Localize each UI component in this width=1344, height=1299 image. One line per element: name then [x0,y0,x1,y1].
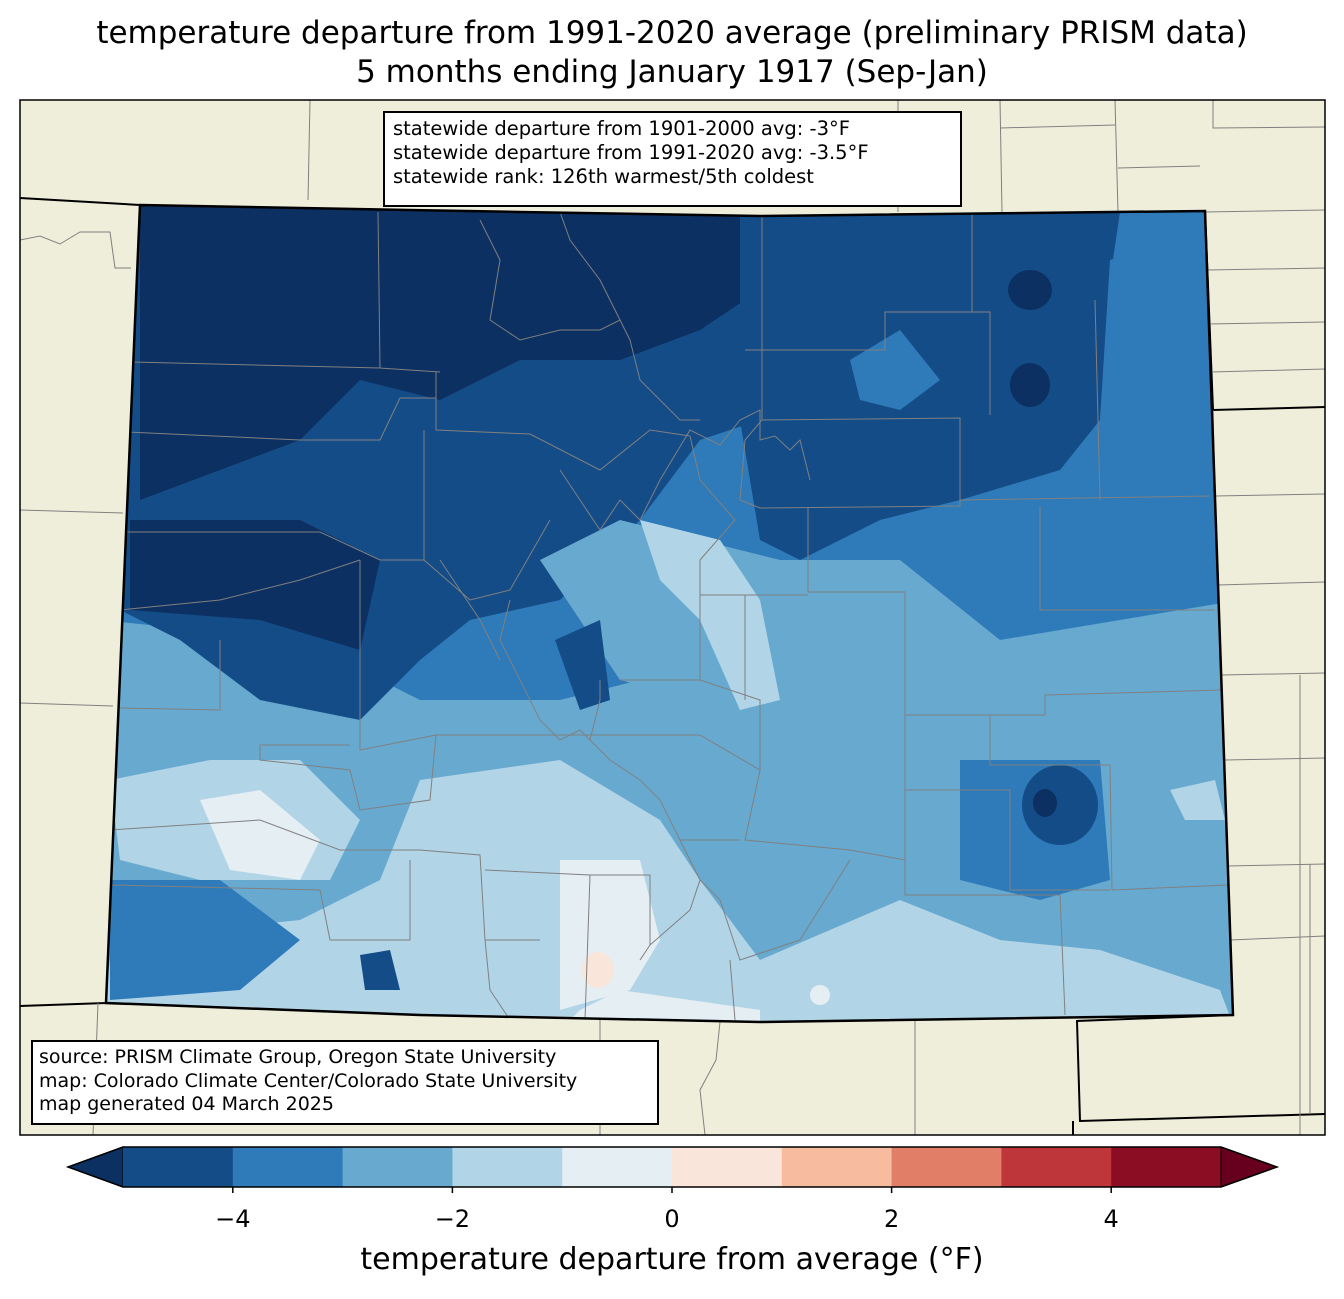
colorbar-tick-label: 2 [883,1205,900,1233]
map-subtitle: 5 months ending January 1917 (Sep-Jan) [356,54,988,90]
credits-map: map: Colorado Climate Center/Colorado St… [39,1069,578,1092]
colorbar-tick-label: −4 [215,1205,251,1233]
credits-box: source: PRISM Climate Group, Oregon Stat… [31,1040,659,1125]
statewide-stats-box: statewide departure from 1901-2000 avg: … [383,111,962,207]
credits-source: source: PRISM Climate Group, Oregon Stat… [39,1046,557,1068]
map-title: temperature departure from 1991-2020 ave… [96,15,1248,51]
colorado-border [104,203,1235,1024]
stats-rank: statewide rank: 126th warmest/5th coldes… [393,165,814,188]
colorbar-tick-label: −2 [434,1205,471,1233]
colorbar-tick-label: 4 [1103,1205,1119,1233]
stats-departure-1901-2000: statewide departure from 1901-2000 avg: … [393,117,850,140]
map-frame [19,99,1326,1136]
colorbar-label: temperature departure from average (°F) [360,1242,984,1277]
credits-generated-date: map generated 04 March 2025 [39,1093,334,1115]
county-lines [109,211,1231,1021]
colorbar-tick-label: 0 [664,1205,680,1233]
temperature-field [106,205,1233,1022]
stats-departure-1991-2020: statewide departure from 1991-2020 avg: … [393,141,869,164]
